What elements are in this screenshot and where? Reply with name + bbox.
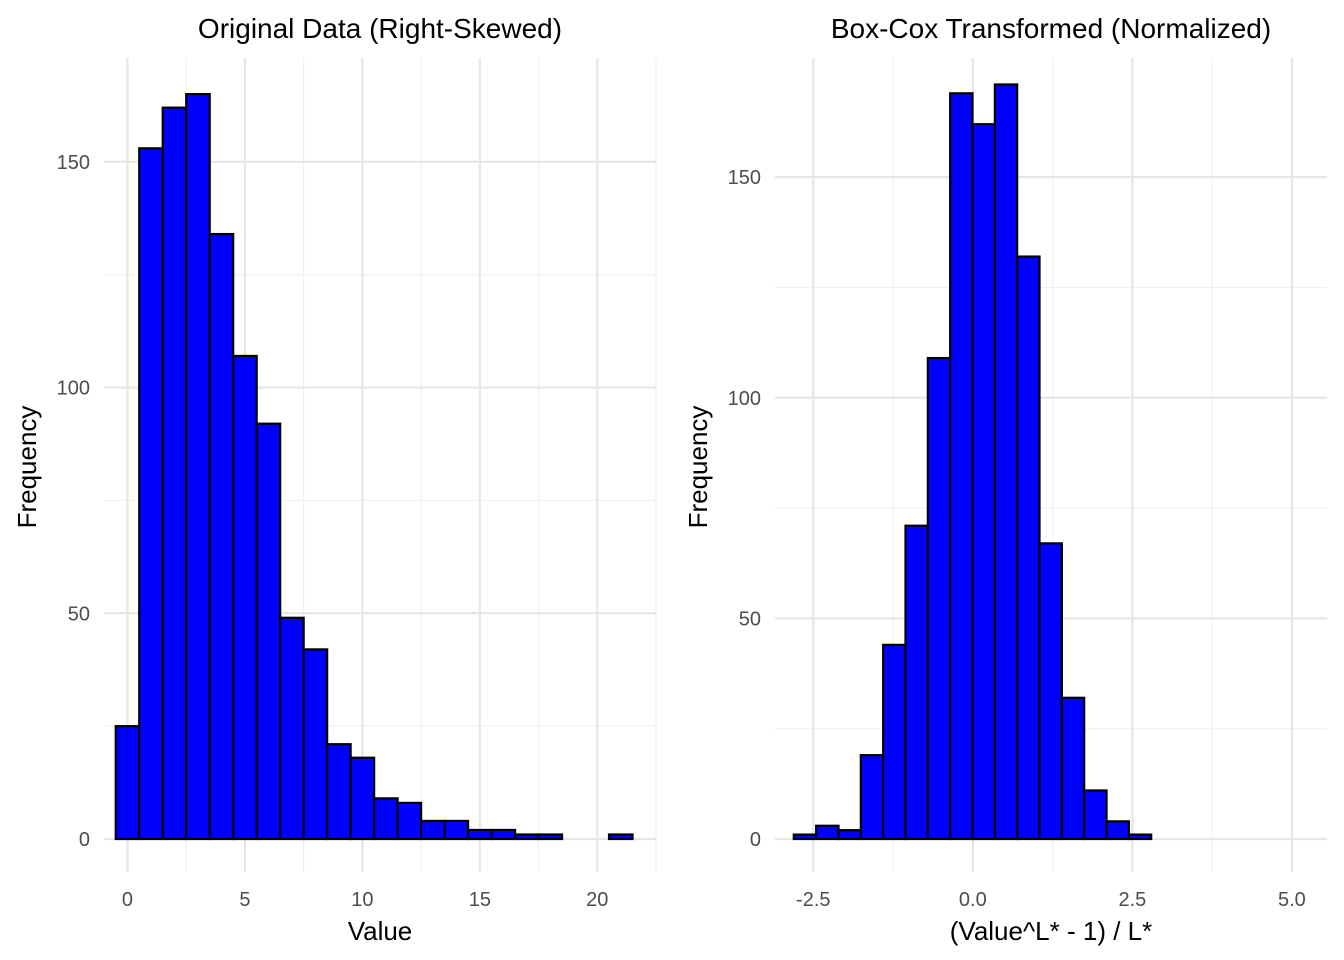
histogram-bar: [1083, 789, 1108, 841]
histogram-bar: [255, 422, 282, 841]
histogram-bar: [882, 643, 907, 841]
bars-original: [114, 93, 634, 841]
y-tick-label: 50: [68, 603, 90, 625]
histogram-bar: [443, 819, 470, 841]
histogram-bar: [396, 801, 423, 841]
histogram-bar: [326, 743, 352, 841]
histogram-bar: [1038, 542, 1063, 841]
y-tick-label: 50: [739, 608, 761, 630]
histogram-bar: [1060, 696, 1086, 841]
x-tick-label: 10: [351, 889, 373, 911]
histogram-bar: [926, 356, 952, 841]
y-axis-label-original: Frequency: [12, 406, 42, 529]
histogram-bar: [859, 754, 885, 841]
chart-title-boxcox: Box-Cox Transformed (Normalized): [831, 13, 1271, 44]
x-ticks-boxcox: -2.5 0.0 2.5 5.0: [796, 889, 1306, 911]
histogram-bar: [1127, 833, 1153, 841]
x-tick-label: 5.0: [1278, 889, 1306, 911]
histogram-bar: [1105, 820, 1130, 841]
histogram-bar: [949, 92, 974, 841]
chart-title-original: Original Data (Right-Skewed): [198, 13, 562, 44]
histogram-bar: [279, 616, 305, 841]
histogram-bar: [792, 833, 818, 841]
bars-boxcox: [792, 83, 1153, 841]
x-ticks-original: 0 5 10 15 20: [122, 889, 608, 911]
histogram-bar: [349, 756, 376, 841]
histogram-boxcox: -2.5 0.0 2.5 5.0 0 50 100 150 Box-Cox Transfor…: [683, 13, 1327, 946]
histogram-bar: [466, 828, 493, 841]
y-ticks-boxcox: 0 50 100 150: [728, 167, 761, 851]
x-tick-label: 5: [239, 889, 250, 911]
histogram-bar: [232, 354, 258, 841]
histogram-bar: [114, 725, 141, 841]
histogram-bar: [971, 123, 996, 841]
y-tick-label: 150: [728, 167, 761, 189]
y-tick-label: 0: [79, 829, 90, 851]
histogram-original: 0 5 10 15 20 0 50 100 150 Original Data (Right-…: [12, 13, 657, 946]
x-tick-label: 0: [122, 889, 133, 911]
histogram-bar: [185, 93, 211, 841]
x-axis-label-original: Value: [348, 916, 413, 946]
x-tick-label: 2.5: [1118, 889, 1146, 911]
histogram-bar: [904, 524, 929, 841]
histogram-bar: [208, 232, 235, 841]
x-tick-label: 15: [469, 889, 491, 911]
y-tick-label: 0: [750, 829, 761, 851]
y-ticks-original: 0 50 100 150: [57, 152, 90, 851]
histogram-bar: [815, 824, 840, 841]
histogram-bar: [993, 83, 1019, 841]
x-tick-label: -2.5: [796, 889, 830, 911]
histogram-bar: [1016, 255, 1041, 841]
y-axis-label-boxcox: Frequency: [683, 406, 713, 529]
histogram-bar: [607, 833, 634, 841]
x-tick-label: 20: [586, 889, 608, 911]
histogram-bar: [302, 648, 329, 841]
histogram-bar: [373, 797, 399, 841]
histogram-bar: [490, 828, 517, 841]
histogram-bar: [537, 833, 564, 841]
y-tick-label: 100: [728, 388, 761, 410]
x-tick-label: 0.0: [959, 889, 987, 911]
x-axis-label-boxcox: (Value^L* - 1) / L*: [950, 916, 1152, 946]
y-tick-label: 150: [57, 152, 90, 174]
histogram-bar: [161, 106, 188, 841]
y-tick-label: 100: [57, 378, 90, 400]
histogram-bar: [513, 833, 540, 841]
histogram-bar: [138, 147, 164, 841]
histogram-bar: [420, 819, 446, 841]
histogram-bar: [837, 829, 862, 841]
